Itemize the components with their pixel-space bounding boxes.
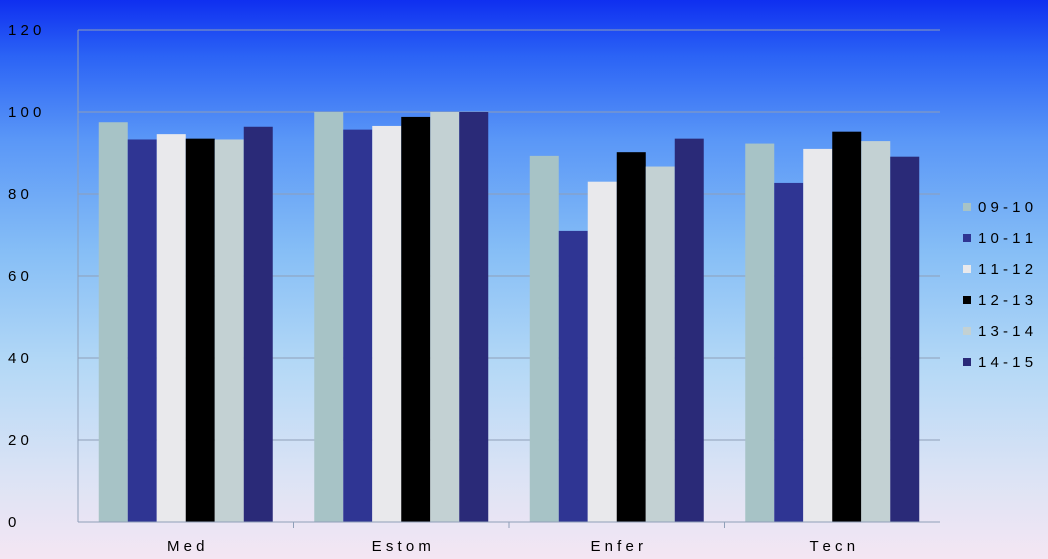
bar-enfer-11-12 [587, 181, 617, 522]
y-tick-label: 1 0 0 [8, 104, 41, 121]
bar-enfer-09-10 [529, 155, 559, 522]
bar-med-14-15 [243, 126, 273, 522]
x-tick-label: E s t o m [372, 538, 431, 555]
bar-estom-11-12 [372, 125, 402, 522]
legend-swatch [963, 234, 971, 242]
legend-swatch [963, 296, 971, 304]
bar-estom-13-14 [430, 112, 460, 522]
bar-estom-14-15 [459, 112, 489, 522]
legend-label: 1 1 - 1 2 [978, 261, 1033, 278]
y-tick-label: 8 0 [8, 186, 29, 203]
bar-tecn-11-12 [803, 148, 833, 522]
bar-tecn-12-13 [832, 131, 862, 522]
bar-tecn-13-14 [861, 141, 891, 523]
bar-med-09-10 [98, 122, 128, 522]
y-tick-label: 4 0 [8, 350, 29, 367]
bar-estom-10-11 [343, 129, 373, 522]
bar-enfer-10-11 [558, 230, 588, 522]
legend-swatch [963, 327, 971, 335]
y-tick-label: 2 0 [8, 432, 29, 449]
bar-med-10-11 [127, 139, 157, 522]
bar-med-12-13 [185, 138, 215, 522]
bar-estom-12-13 [401, 116, 431, 523]
bar-enfer-12-13 [616, 152, 646, 522]
bar-tecn-09-10 [745, 143, 775, 522]
bar-med-13-14 [214, 139, 244, 522]
legend-label: 1 0 - 1 1 [978, 230, 1033, 247]
y-tick-label: 1 2 0 [8, 22, 41, 39]
legend-label: 1 2 - 1 3 [978, 292, 1033, 309]
bar-tecn-10-11 [774, 182, 804, 522]
legend: 0 9 - 1 0 1 0 - 1 1 1 1 - 1 2 1 2 - 1 3 1 3 … [963, 199, 1033, 371]
x-tick-label: E n f e r [590, 538, 643, 555]
bars [98, 112, 920, 523]
bar-enfer-13-14 [645, 166, 675, 522]
bar-enfer-14-15 [674, 138, 704, 522]
y-tick-label: 0 [8, 514, 16, 531]
legend-swatch [963, 358, 971, 366]
axes: 0 2 0 4 0 6 0 8 0 1 0 0 1 2 0 M e d E s t o m E n… [8, 22, 940, 555]
x-tick-label: T e c n [809, 538, 855, 555]
legend-swatch [963, 203, 971, 211]
bar-estom-09-10 [314, 112, 344, 522]
legend-swatch [963, 265, 971, 273]
legend-label: 0 9 - 1 0 [978, 199, 1033, 216]
x-tick-label: M e d [167, 538, 205, 555]
legend-label: 1 4 - 1 5 [978, 354, 1033, 371]
bar-med-11-12 [156, 134, 186, 522]
bar-tecn-14-15 [890, 156, 920, 522]
y-tick-label: 6 0 [8, 268, 29, 285]
legend-label: 1 3 - 1 4 [978, 323, 1033, 340]
